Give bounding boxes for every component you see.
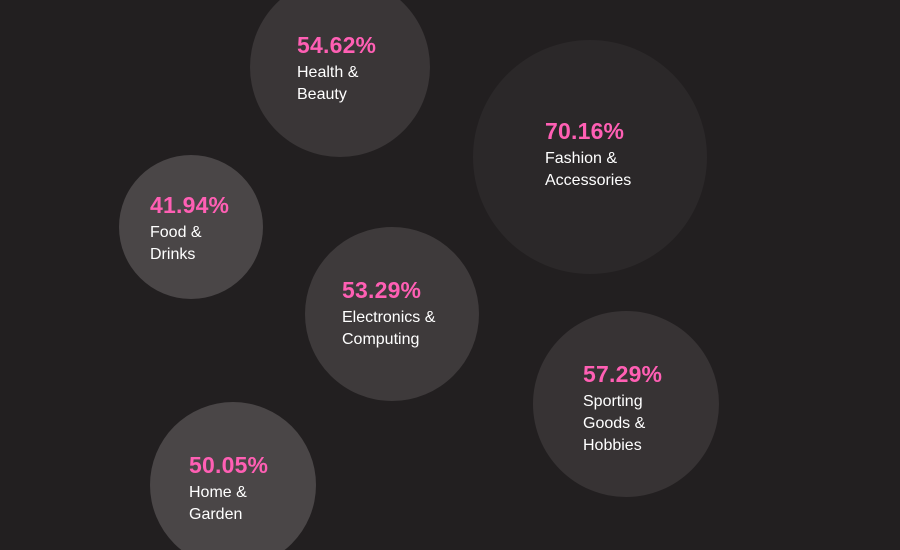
category-label-line: Food & [150, 224, 202, 241]
data-label-value: 54.62% [297, 32, 377, 58]
bubble [250, 0, 430, 157]
bubble-label-group: 57.29% Sporting Goods & Hobbies [583, 361, 662, 457]
category-label: Home & Garden [189, 482, 268, 526]
data-label-value: 41.94% [150, 192, 230, 218]
data-label-value: 57.29% [583, 361, 663, 387]
bubble [119, 155, 263, 299]
bubble [473, 40, 707, 274]
data-label-value: 70.16% [545, 118, 625, 144]
category-label: Sporting Goods & Hobbies [583, 391, 662, 457]
category-label-line: Electronics & [342, 309, 436, 326]
category-label-line: Drinks [150, 246, 196, 263]
category-label-line: Garden [189, 506, 243, 523]
category-label-line: Hobbies [583, 437, 642, 454]
category-label: Health & Beauty [297, 62, 376, 106]
bubble-label-group: 50.05% Home & Garden [189, 452, 268, 526]
category-label: Electronics & Computing [342, 307, 435, 351]
bubble-label-group: 70.16% Fashion & Accessories [545, 118, 631, 192]
category-label-line: Accessories [545, 172, 632, 189]
bubble-label-group: 41.94% Food & Drinks [150, 192, 229, 266]
category-label-line: Sporting [583, 393, 643, 410]
bubble-label-group: 54.62% Health & Beauty [297, 32, 376, 106]
bubble [305, 227, 479, 401]
category-label-line: Goods & [583, 415, 646, 432]
bubble [150, 402, 316, 550]
category-label: Fashion & Accessories [545, 148, 631, 192]
category-label-line: Home & [189, 484, 247, 501]
category-label-line: Beauty [297, 86, 347, 103]
bubble [533, 311, 719, 497]
bubble-label-group: 53.29% Electronics & Computing [342, 277, 435, 351]
category-label-line: Fashion & [545, 150, 618, 167]
category-label-line: Health & [297, 64, 359, 81]
data-label-value: 53.29% [342, 277, 422, 303]
category-label-line: Computing [342, 331, 420, 348]
data-label-value: 50.05% [189, 452, 269, 478]
category-label: Food & Drinks [150, 222, 229, 266]
